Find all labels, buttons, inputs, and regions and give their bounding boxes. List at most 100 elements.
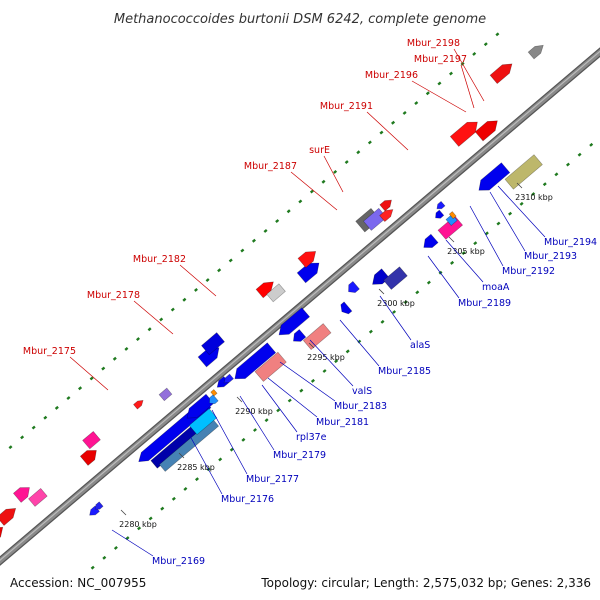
forward-gene (297, 251, 317, 269)
leader-line (460, 64, 475, 109)
forward-gene (133, 400, 144, 410)
leader-line (427, 255, 460, 299)
track-dot (426, 280, 431, 285)
track-dot (577, 152, 582, 157)
forward-gene (489, 63, 513, 85)
forward-gene-label: Mbur_2197 (414, 54, 467, 65)
track-dot (472, 51, 477, 56)
leader-line (323, 155, 344, 193)
track-dot (519, 201, 524, 206)
track-dot (496, 221, 501, 226)
track-dot (333, 169, 338, 174)
leader-line (453, 48, 485, 102)
reverse-gene (448, 211, 457, 220)
scale-tick-label: 2305 kbp (447, 247, 485, 256)
forward-gene-label: Mbur_2187 (244, 161, 297, 172)
track-dot (137, 526, 142, 531)
backbone-line (0, 48, 600, 565)
reverse-gene (478, 162, 511, 191)
track-dot (195, 477, 199, 482)
track-dot (182, 297, 187, 302)
reverse-gene-label: Mbur_2189 (458, 298, 511, 309)
track-dot (483, 42, 488, 47)
track-dot (89, 376, 94, 381)
reverse-gene (383, 266, 408, 290)
track-dot (449, 71, 453, 76)
track-dot (356, 150, 361, 155)
track-dot (78, 386, 83, 391)
leader-line (267, 377, 318, 418)
track-dot (275, 219, 280, 224)
reverse-gene-label: Mbur_2177 (246, 474, 299, 485)
scale-tick-label: 2300 kbp (377, 299, 415, 308)
forward-gene (255, 281, 274, 299)
gene-features (0, 44, 544, 538)
leader-line (239, 395, 275, 451)
reverse-gene-label: valS (352, 386, 372, 397)
reverse-gene (89, 505, 100, 516)
leader-line (445, 239, 484, 283)
track-dot (322, 369, 327, 373)
scale-tick-label: 2280 kbp (119, 520, 157, 529)
track-dot (334, 359, 339, 364)
forward-gene-label: Mbur_2196 (365, 70, 418, 81)
track-dot (542, 182, 547, 187)
scale-tick-mark (120, 509, 127, 516)
genome-summary-text: Topology: circular; Length: 2,575,032 bp… (260, 576, 591, 590)
track-dot (461, 251, 466, 256)
reverse-gene (340, 301, 353, 315)
scale-tick-label: 2285 kbp (177, 463, 215, 472)
track-dot (414, 101, 419, 106)
track-dot (403, 300, 408, 305)
leader-line (497, 185, 546, 238)
reverse-gene-label: Mbur_2185 (378, 366, 431, 377)
scale-tick-mark (308, 342, 315, 349)
track-dot (147, 327, 152, 332)
track-dots (8, 32, 594, 570)
forward-gene (474, 120, 498, 142)
track-dot (367, 140, 372, 145)
leader-line (309, 339, 354, 387)
track-dot (31, 425, 36, 430)
forward-gene-label: Mbur_2191 (320, 101, 373, 112)
scale-tick-mark (178, 452, 185, 459)
forward-gene-label: Mbur_2175 (23, 346, 76, 357)
track-dot (125, 536, 130, 541)
track-dot (170, 307, 175, 312)
scale-tick-mark (378, 288, 385, 295)
track-dot (391, 120, 396, 125)
leader-line (179, 264, 217, 297)
track-dot (508, 211, 513, 216)
track-dot (309, 189, 314, 194)
forward-gene-label: Mbur_2198 (407, 38, 460, 49)
leader-line (366, 111, 409, 151)
track-dot (264, 418, 269, 423)
forward-gene (449, 121, 478, 147)
leader-line (339, 319, 380, 367)
track-dot (218, 457, 223, 462)
track-dot (473, 241, 478, 246)
reverse-gene-label: Mbur_2183 (334, 401, 387, 412)
reverse-gene (302, 323, 332, 351)
track-dot (8, 445, 13, 450)
track-dot (531, 192, 536, 197)
scale-tick-label: 2290 kbp (235, 407, 273, 416)
track-dot (90, 565, 95, 570)
forward-gene (266, 283, 286, 303)
forward-gene (158, 387, 173, 402)
track-dot (228, 258, 233, 263)
reverse-gene (423, 233, 439, 248)
track-dot (43, 415, 48, 420)
gene-labels: Mbur_2198 Mbur_2197 Mbur_2196 Mbur_2191 surE… (23, 38, 597, 567)
track-dot (425, 91, 430, 96)
reverse-gene (94, 501, 104, 510)
track-dot (450, 260, 455, 265)
leader-line (69, 356, 109, 391)
track-dot (183, 486, 188, 491)
track-dot (124, 346, 129, 351)
track-dot (160, 506, 165, 511)
forward-gene (79, 450, 97, 466)
track-dot (101, 366, 106, 371)
forward-gene-label: Mbur_2182 (133, 254, 186, 265)
